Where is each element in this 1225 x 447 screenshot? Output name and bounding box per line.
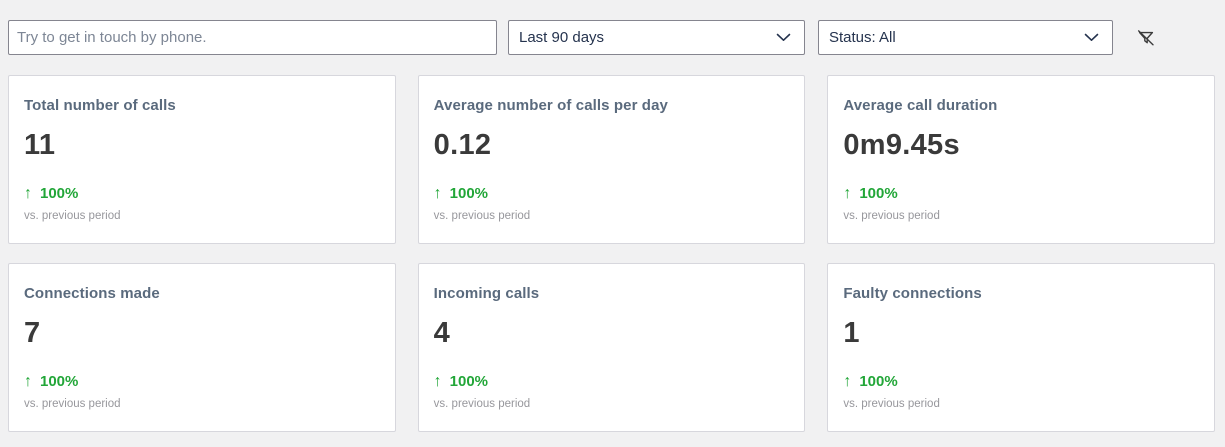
up-arrow-icon: ↑ — [843, 184, 852, 202]
change-percent: 100% — [40, 185, 79, 202]
card-change: ↑ 100% — [434, 185, 789, 202]
comparison-label: vs. previous period — [24, 398, 121, 410]
change-percent: 100% — [859, 373, 898, 390]
comparison-label: vs. previous period — [24, 210, 121, 222]
search-input[interactable] — [8, 20, 497, 55]
up-arrow-icon: ↑ — [433, 184, 442, 202]
stat-card-avg-calls-per-day: Average number of calls per day 0.12 ↑ 1… — [417, 75, 806, 244]
date-range-select[interactable]: Last 90 days — [508, 20, 805, 55]
card-change: ↑ 100% — [24, 373, 379, 390]
chevron-down-icon — [776, 33, 791, 41]
up-arrow-icon: ↑ — [24, 184, 32, 202]
up-arrow-icon: ↑ — [24, 372, 32, 390]
card-change: ↑ 100% — [843, 373, 1198, 390]
card-value: 7 — [24, 317, 41, 349]
filter-bar: Last 90 days Status: All — [0, 0, 1225, 55]
card-title: Average number of calls per day — [433, 97, 668, 114]
comparison-label: vs. previous period — [843, 398, 940, 410]
card-title: Faulty connections — [843, 285, 982, 302]
chevron-down-icon — [1084, 33, 1099, 41]
card-title: Connections made — [24, 285, 160, 302]
change-percent: 100% — [40, 373, 79, 390]
up-arrow-icon: ↑ — [843, 372, 852, 390]
comparison-label: vs. previous period — [433, 210, 531, 222]
stat-card-avg-call-duration: Average call duration 0m9.45s ↑ 100% vs.… — [827, 75, 1215, 244]
filter-off-icon — [1137, 29, 1154, 45]
card-value: 1 — [843, 317, 860, 349]
clear-filters-button[interactable] — [1132, 24, 1160, 52]
change-percent: 100% — [859, 185, 898, 202]
card-value: 0.12 — [433, 129, 492, 161]
stat-card-faulty-connections: Faulty connections 1 ↑ 100% vs. previous… — [827, 263, 1215, 432]
card-change: ↑ 100% — [24, 185, 379, 202]
change-percent: 100% — [449, 185, 489, 202]
card-value: 0m9.45s — [843, 129, 960, 161]
status-select[interactable]: Status: All — [818, 20, 1113, 55]
stat-card-incoming-calls: Incoming calls 4 ↑ 100% vs. previous per… — [417, 263, 806, 432]
up-arrow-icon: ↑ — [433, 372, 442, 390]
card-change: ↑ 100% — [843, 185, 1198, 202]
stat-card-connections-made: Connections made 7 ↑ 100% vs. previous p… — [8, 263, 396, 432]
card-value: 4 — [433, 317, 451, 349]
status-value: Status: All — [829, 29, 896, 46]
comparison-label: vs. previous period — [433, 398, 531, 410]
card-change: ↑ 100% — [434, 373, 789, 390]
card-title: Total number of calls — [24, 97, 176, 114]
stats-card-grid: Total number of calls 11 ↑ 100% vs. prev… — [0, 55, 1225, 432]
card-title: Incoming calls — [433, 285, 540, 302]
stat-card-total-calls: Total number of calls 11 ↑ 100% vs. prev… — [8, 75, 396, 244]
date-range-value: Last 90 days — [519, 29, 605, 46]
card-value: 11 — [24, 129, 56, 161]
change-percent: 100% — [449, 373, 489, 390]
card-title: Average call duration — [843, 97, 998, 114]
comparison-label: vs. previous period — [843, 210, 940, 222]
